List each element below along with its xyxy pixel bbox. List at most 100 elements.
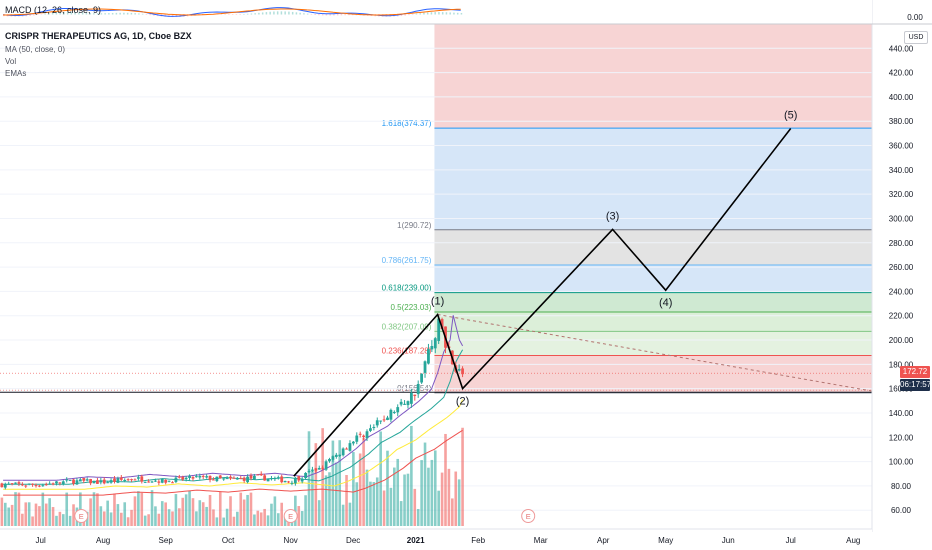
candle-body <box>307 471 311 473</box>
macd-histogram-bar <box>306 13 309 15</box>
macd-histogram-bar <box>115 12 118 15</box>
macd-histogram-bar <box>96 13 99 15</box>
earnings-icon <box>283 509 298 523</box>
candle-body <box>99 480 103 483</box>
volume-bar <box>14 492 17 526</box>
candle <box>379 420 383 425</box>
candle <box>225 476 229 480</box>
candle <box>276 475 280 480</box>
earnings-marker: E <box>74 509 89 523</box>
volume-bar <box>300 511 304 526</box>
candle-body <box>317 468 321 470</box>
time-axis[interactable]: Jul Aug Sep Oct Nov Dec 2021 Feb Mar Apr May Jun Jul… <box>0 528 872 550</box>
volume-bar <box>7 507 11 526</box>
candle-body <box>167 480 171 482</box>
volume-bar <box>321 428 324 526</box>
time-tick-label: Jul <box>786 536 796 545</box>
candle <box>82 477 86 484</box>
volume-bar <box>215 517 219 526</box>
candle-body <box>75 480 79 485</box>
candle-body <box>386 417 389 420</box>
candle-body <box>314 468 318 471</box>
candle <box>194 474 198 478</box>
fib-zone-05-0618 <box>434 292 872 313</box>
candle-body <box>338 454 342 456</box>
macd-histogram-bar <box>63 11 65 15</box>
volume-bar <box>440 472 444 526</box>
time-tick-label: May <box>658 536 673 545</box>
elliott-wave-drawing[interactable]: (1) (2) (3) (4) (5) <box>293 110 873 477</box>
macd-pane[interactable] <box>0 0 932 25</box>
candle-body <box>396 407 400 413</box>
volume-bar <box>48 498 51 526</box>
indicator-emas[interactable]: EMAs <box>5 69 27 78</box>
price-tick-label: 300.00 <box>889 214 914 223</box>
currency-button[interactable]: USD <box>904 31 928 44</box>
macd-histogram-bar <box>321 14 324 16</box>
candle <box>136 474 140 481</box>
earnings-marker: E <box>521 509 536 523</box>
price-axis[interactable]: 60.0080.00100.00120.00140.00160.00180.00… <box>871 0 932 550</box>
volume-bar <box>324 475 328 526</box>
volume-bar <box>31 516 34 526</box>
macd-histogram-bar <box>456 12 459 15</box>
macd-histogram-bar <box>411 14 414 15</box>
macd-histogram-bar <box>224 14 226 15</box>
indicator-vol[interactable]: Vol <box>5 57 17 66</box>
candle <box>287 480 290 484</box>
macd-histogram-bar <box>423 12 425 15</box>
volume-bar <box>283 515 287 526</box>
candle-body <box>263 475 267 481</box>
candle-body <box>440 319 444 330</box>
macd-histogram-bar <box>59 12 61 15</box>
candle <box>345 447 348 450</box>
candle-body <box>297 476 301 481</box>
candle-body <box>232 477 236 479</box>
candle <box>123 478 127 483</box>
macd-histogram-bar <box>141 13 144 15</box>
volume-bar <box>58 511 62 526</box>
candle <box>386 415 389 421</box>
candle <box>75 477 79 485</box>
indicator-ma[interactable]: MA (50, close, 0) <box>5 45 66 54</box>
price-axis-bg <box>872 0 932 550</box>
macd-value: 0.00 <box>907 13 923 22</box>
candle <box>44 482 48 486</box>
candle-body <box>246 476 249 483</box>
volume-bar <box>99 506 103 526</box>
candle-body <box>136 477 140 479</box>
candle-body <box>413 394 417 397</box>
candle-body <box>351 441 355 444</box>
ema-purple <box>3 315 464 481</box>
candle-body <box>194 476 198 478</box>
macd-legend[interactable]: MACD (12, 26, close, 9) <box>5 5 102 15</box>
candle-body <box>154 480 157 482</box>
candle <box>164 479 168 485</box>
earnings-label: E <box>79 512 84 521</box>
candle <box>253 473 256 480</box>
candle-body <box>171 482 174 484</box>
price-tick-label: 240.00 <box>889 287 914 296</box>
candle-body <box>253 475 256 480</box>
candle-body <box>280 476 284 483</box>
candle-body <box>133 479 137 481</box>
candle-body <box>212 479 215 481</box>
volume-bar <box>352 452 355 526</box>
candle <box>89 478 93 486</box>
candle-body <box>392 411 396 413</box>
volume-bar <box>266 515 270 526</box>
macd-histogram-bar <box>348 14 350 16</box>
volume-bar <box>375 477 379 526</box>
volume-bar <box>297 506 301 526</box>
volume-bar <box>406 473 410 526</box>
candle-body <box>51 483 55 485</box>
fibonacci-retracement[interactable]: 0(156.54)0.236(187.28)0.382(207.09)0.5(2… <box>382 24 872 394</box>
candle <box>382 415 386 423</box>
chart-title[interactable]: CRISPR THERAPEUTICS AG, 1D, Cboe BZX <box>5 31 192 41</box>
candle-body <box>130 479 133 481</box>
candle-body <box>140 476 144 482</box>
volume-bar <box>304 495 307 526</box>
candle <box>85 477 89 482</box>
